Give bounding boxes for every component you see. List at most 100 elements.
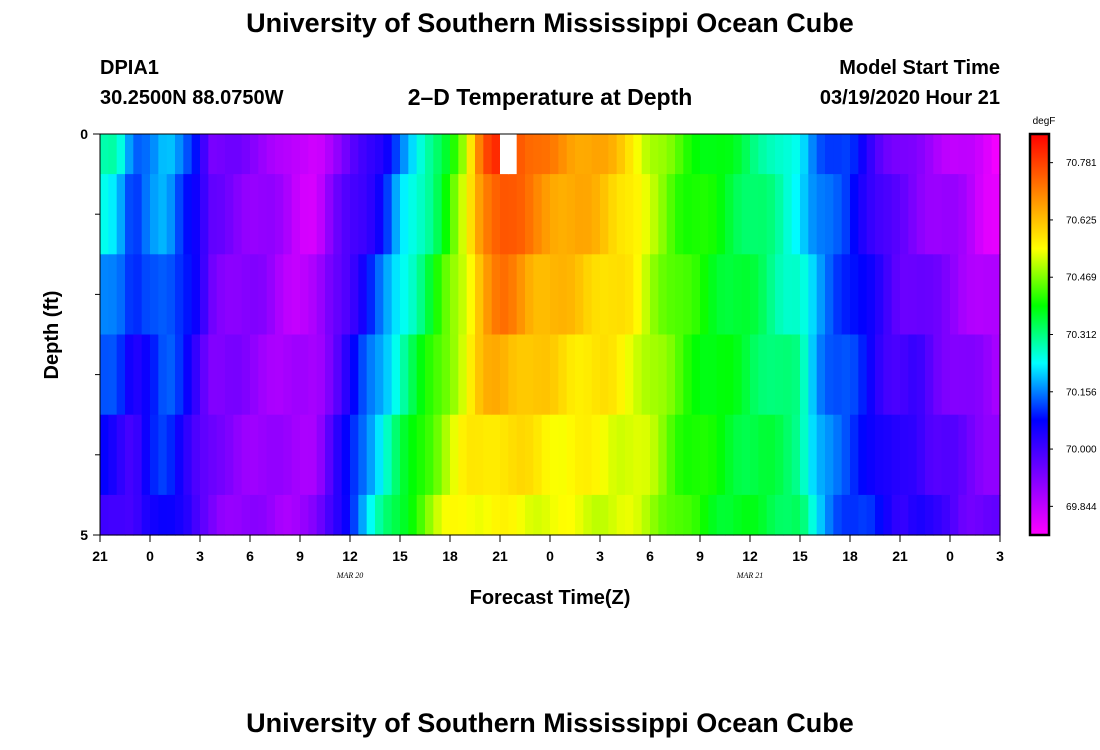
colorbar-label: 70.000 bbox=[1066, 445, 1097, 456]
heat-cell bbox=[800, 334, 809, 416]
heat-cell bbox=[316, 414, 326, 496]
heat-cell bbox=[258, 254, 268, 336]
heat-cell bbox=[158, 414, 168, 496]
heat-cell bbox=[600, 414, 609, 496]
heat-cell bbox=[291, 414, 301, 496]
heat-cell bbox=[441, 414, 451, 496]
heat-cell bbox=[108, 494, 118, 536]
heat-cell bbox=[358, 334, 368, 416]
heat-cell bbox=[583, 494, 593, 536]
heat-cell bbox=[483, 494, 493, 536]
heat-cell bbox=[650, 494, 659, 536]
heat-cell bbox=[816, 174, 826, 255]
heat-cell bbox=[300, 494, 309, 536]
heat-cell bbox=[458, 174, 468, 255]
heat-cell bbox=[716, 494, 726, 536]
x-tick-label: 12 bbox=[342, 548, 358, 564]
heat-cell bbox=[500, 174, 509, 255]
heat-cell bbox=[216, 134, 226, 175]
heat-cell bbox=[275, 414, 284, 496]
heat-cell bbox=[166, 414, 176, 496]
heat-cell bbox=[583, 174, 593, 255]
heat-cell bbox=[608, 494, 618, 536]
heat-cell bbox=[658, 254, 668, 336]
heat-cell bbox=[358, 254, 368, 336]
heat-cell bbox=[516, 334, 526, 416]
heat-cell bbox=[591, 254, 601, 336]
heat-cell bbox=[608, 414, 618, 496]
heat-cell bbox=[341, 134, 351, 175]
heat-cell bbox=[233, 254, 243, 336]
heat-cell bbox=[475, 414, 484, 496]
heat-cell bbox=[683, 174, 693, 255]
heat-cell bbox=[491, 254, 501, 336]
heat-cell bbox=[325, 174, 334, 255]
heat-cell bbox=[758, 494, 768, 536]
heat-cell bbox=[200, 334, 209, 416]
heat-cell bbox=[341, 494, 351, 536]
heat-cell bbox=[550, 174, 559, 255]
heat-cell bbox=[591, 134, 601, 175]
heat-cell bbox=[991, 494, 1001, 536]
heat-cell bbox=[475, 494, 484, 536]
heat-cell bbox=[441, 494, 451, 536]
heat-cell bbox=[408, 334, 418, 416]
heat-cell bbox=[375, 254, 384, 336]
heat-cell bbox=[941, 174, 951, 255]
heat-cell bbox=[683, 334, 693, 416]
heat-cell bbox=[750, 174, 759, 255]
x-tick-label: 3 bbox=[596, 548, 604, 564]
heat-cell bbox=[250, 254, 259, 336]
heat-cell bbox=[450, 174, 459, 255]
heat-cell bbox=[833, 134, 843, 175]
heat-cell bbox=[508, 494, 518, 536]
heat-cell bbox=[525, 334, 534, 416]
heat-cell bbox=[141, 254, 151, 336]
heat-cell bbox=[783, 414, 793, 496]
heat-cell bbox=[725, 134, 734, 175]
heat-cell bbox=[483, 174, 493, 255]
heat-cell bbox=[358, 414, 368, 496]
heat-cell bbox=[775, 134, 784, 175]
heat-cell bbox=[800, 494, 809, 536]
heat-cell bbox=[725, 334, 734, 416]
heat-cell bbox=[375, 334, 384, 416]
heat-cell bbox=[691, 174, 701, 255]
heat-cell bbox=[108, 334, 118, 416]
heat-cell bbox=[675, 134, 684, 175]
x-tick-label: 18 bbox=[842, 548, 858, 564]
heat-cell bbox=[433, 494, 443, 536]
heat-cell bbox=[891, 134, 901, 175]
heat-cell bbox=[333, 254, 343, 336]
heat-cell bbox=[950, 174, 959, 255]
heat-cell bbox=[166, 134, 176, 175]
y-axis-label: Depth (ft) bbox=[41, 291, 63, 380]
heat-cell bbox=[916, 494, 926, 536]
heat-cell bbox=[458, 414, 468, 496]
heat-cell bbox=[141, 334, 151, 416]
heat-cell bbox=[775, 414, 784, 496]
heat-cell bbox=[816, 494, 826, 536]
date-label: MAR 21 bbox=[736, 571, 763, 580]
heat-cell bbox=[925, 134, 934, 175]
heat-cell bbox=[900, 494, 909, 536]
heat-cell bbox=[316, 134, 326, 175]
heat-cell bbox=[866, 334, 876, 416]
heat-cell bbox=[425, 174, 434, 255]
heat-cell bbox=[833, 174, 843, 255]
heat-cell bbox=[583, 414, 593, 496]
heat-cell bbox=[758, 254, 768, 336]
heat-cell bbox=[250, 134, 259, 175]
heat-cell bbox=[850, 174, 859, 255]
heat-cell bbox=[866, 414, 876, 496]
heat-cell bbox=[300, 134, 309, 175]
heat-cell bbox=[275, 334, 284, 416]
heat-cell bbox=[516, 174, 526, 255]
heat-cell bbox=[316, 494, 326, 536]
heat-cell bbox=[391, 254, 401, 336]
heat-cell bbox=[208, 414, 218, 496]
heat-cell bbox=[741, 494, 751, 536]
heat-cell bbox=[683, 134, 693, 175]
heat-cell bbox=[958, 254, 968, 336]
x-tick-label: 3 bbox=[196, 548, 204, 564]
